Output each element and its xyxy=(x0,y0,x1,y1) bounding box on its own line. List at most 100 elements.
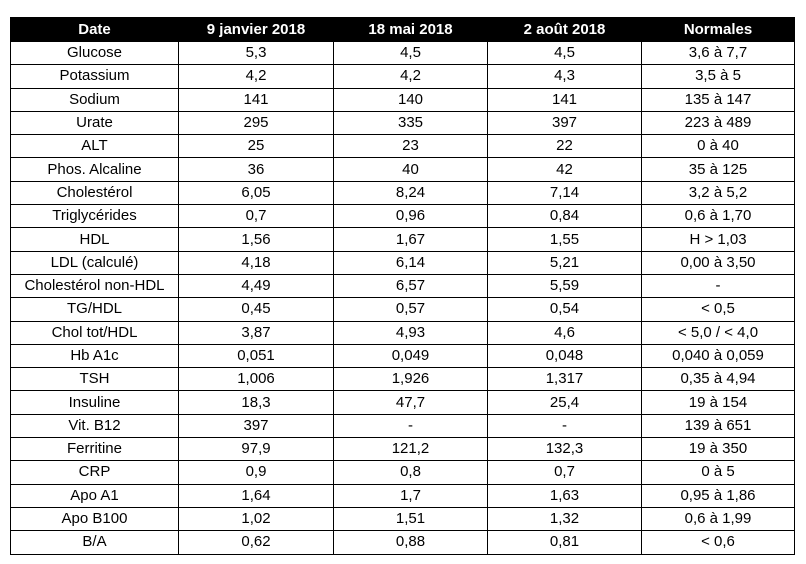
value-cell-date-2: 0,96 xyxy=(333,204,488,229)
value-cell-date-2: 4,2 xyxy=(333,64,488,89)
test-name-cell: Cholestérol xyxy=(10,180,179,206)
normal-range-cell: 0,00 à 3,50 xyxy=(641,250,795,275)
table-row: Ferritine 97,9 121,2 132,3 19 à 350 xyxy=(10,437,795,462)
table-row: HDL 1,56 1,67 1,55 H > 1,03 xyxy=(10,227,795,252)
test-name-cell: TG/HDL xyxy=(10,297,179,322)
value-cell-date-3: 1,63 xyxy=(487,483,642,508)
value-cell-date-1: 1,02 xyxy=(178,506,334,532)
test-name-cell: Potassium xyxy=(10,64,179,89)
normal-range-cell: - xyxy=(641,273,795,299)
value-cell-date-2: 0,57 xyxy=(333,297,488,322)
value-cell-date-3: 1,32 xyxy=(487,506,642,532)
table-row: Vit. B12 397- -139 à 651 xyxy=(10,413,795,439)
table-header: Date 9 janvier 2018 18 mai 2018 2 août 2018… xyxy=(10,17,795,42)
value-cell-date-3: 397 xyxy=(487,110,642,136)
table-row: CRP 0,9 0,8 0,7 0 à 5 xyxy=(10,460,795,485)
test-name-cell: Chol tot/HDL xyxy=(10,320,179,345)
normal-range-cell: 19 à 154 xyxy=(641,390,795,415)
value-cell-date-3: 42 xyxy=(487,157,642,182)
value-cell-date-3: 4,5 xyxy=(487,40,642,66)
normal-range-cell: 35 à 125 xyxy=(641,157,795,182)
test-name-cell: Sodium xyxy=(10,87,179,112)
value-cell-date-3: 5,59 xyxy=(487,273,642,299)
value-cell-date-1: 397 xyxy=(178,413,334,439)
normal-range-cell: < 0,5 xyxy=(641,297,795,322)
value-cell-date-1: 4,49 xyxy=(178,273,334,299)
normal-range-cell: 3,6 à 7,7 xyxy=(641,40,795,66)
value-cell-date-1: 0,051 xyxy=(178,343,334,369)
value-cell-date-2: 23 xyxy=(333,134,488,159)
table-row: LDL (calculé) 4,18 6,14 5,21 0,00 à 3,50 xyxy=(10,250,795,275)
normal-range-cell: < 5,0 / < 4,0 xyxy=(641,320,795,345)
normal-range-cell: 223 à 489 xyxy=(641,110,795,136)
value-cell-date-1: 3,87 xyxy=(178,320,334,345)
normal-range-cell: 135 à 147 xyxy=(641,87,795,112)
value-cell-date-1: 6,05 xyxy=(178,180,334,206)
table-row: Insuline 18,3 47,7 25,4 19 à 154 xyxy=(10,390,795,415)
table-row: Apo A1 1,64 1,7 1,63 0,95 à 1,86 xyxy=(10,483,795,508)
table-row: TSH 1,006 1,926 1,317 0,35 à 4,94 xyxy=(10,367,795,392)
table-row: Glucose 5,3 4,5 4,5 3,6 à 7,7 xyxy=(10,40,795,66)
value-cell-date-2: 1,67 xyxy=(333,227,488,252)
test-name-cell: Cholestérol non-HDL xyxy=(10,273,179,299)
table-row: TG/HDL 0,45 0,57 0,54 < 0,5 xyxy=(10,297,795,322)
table-row: Hb A1c 0,051 0,049 0,048 0,040 à 0,059 xyxy=(10,343,795,369)
normal-range-cell: 0,95 à 1,86 xyxy=(641,483,795,508)
value-cell-date-1: 295 xyxy=(178,110,334,136)
value-cell-date-2: 1,926 xyxy=(333,367,488,392)
header-date-2: 18 mai 2018 xyxy=(333,17,488,42)
value-cell-date-3: 1,55 xyxy=(487,227,642,252)
value-cell-date-3: 22 xyxy=(487,134,642,159)
table-row: B/A 0,62 0,88 0,81 < 0,6 xyxy=(10,530,795,555)
value-cell-date-1: 97,9 xyxy=(178,437,334,462)
value-cell-date-2: 1,51 xyxy=(333,506,488,532)
table-row: Potassium 4,2 4,2 4,3 3,5 à 5 xyxy=(10,64,795,89)
value-cell-date-3: 7,14 xyxy=(487,180,642,206)
value-cell-date-2: 0,049 xyxy=(333,343,488,369)
test-name-cell: Urate xyxy=(10,110,179,136)
value-cell-date-3: 0,7 xyxy=(487,460,642,485)
normal-range-cell: 0,040 à 0,059 xyxy=(641,343,795,369)
value-cell-date-3: 0,84 xyxy=(487,204,642,229)
table-row: Chol tot/HDL 3,87 4,93 4,6 < 5,0 / < 4,0 xyxy=(10,320,795,345)
normal-range-cell: 0,35 à 4,94 xyxy=(641,367,795,392)
header-normales: Normales xyxy=(641,17,795,42)
value-cell-date-2: 121,2 xyxy=(333,437,488,462)
table-row: Apo B100 1,02 1,51 1,32 0,6 à 1,99 xyxy=(10,506,795,532)
value-cell-date-2: 6,14 xyxy=(333,250,488,275)
table-row: ALT 25 23 22 0 à 40 xyxy=(10,134,795,159)
value-cell-date-1: 36 xyxy=(178,157,334,182)
value-cell-date-2: 8,24 xyxy=(333,180,488,206)
header-date-1: 9 janvier 2018 xyxy=(178,17,334,42)
normal-range-cell: 19 à 350 xyxy=(641,437,795,462)
value-cell-date-3: 4,3 xyxy=(487,64,642,89)
test-name-cell: Insuline xyxy=(10,390,179,415)
test-name-cell: HDL xyxy=(10,227,179,252)
value-cell-date-1: 141 xyxy=(178,87,334,112)
test-name-cell: Triglycérides xyxy=(10,204,179,229)
test-name-cell: LDL (calculé) xyxy=(10,250,179,275)
table-row: Sodium 141 140 141 135 à 147 xyxy=(10,87,795,112)
test-name-cell: Apo B100 xyxy=(10,506,179,532)
test-name-cell: B/A xyxy=(10,530,179,555)
normal-range-cell: 3,5 à 5 xyxy=(641,64,795,89)
value-cell-date-1: 25 xyxy=(178,134,334,159)
normal-range-cell: 3,2 à 5,2 xyxy=(641,180,795,206)
test-name-cell: Ferritine xyxy=(10,437,179,462)
value-cell-date-1: 1,006 xyxy=(178,367,334,392)
value-cell-date-1: 5,3 xyxy=(178,40,334,66)
value-cell-date-2: 4,93 xyxy=(333,320,488,345)
value-cell-date-2: 335 xyxy=(333,110,488,136)
test-name-cell: Apo A1 xyxy=(10,483,179,508)
header-date: Date xyxy=(10,17,179,42)
test-name-cell: TSH xyxy=(10,367,179,392)
value-cell-date-1: 4,18 xyxy=(178,250,334,275)
normal-range-cell: H > 1,03 xyxy=(641,227,795,252)
value-cell-date-2: 40 xyxy=(333,157,488,182)
header-date-3: 2 août 2018 xyxy=(487,17,642,42)
value-cell-date-1: 0,45 xyxy=(178,297,334,322)
value-cell-date-2: 47,7 xyxy=(333,390,488,415)
value-cell-date-1: 1,56 xyxy=(178,227,334,252)
test-name-cell: Glucose xyxy=(10,40,179,66)
normal-range-cell: 139 à 651 xyxy=(641,413,795,439)
